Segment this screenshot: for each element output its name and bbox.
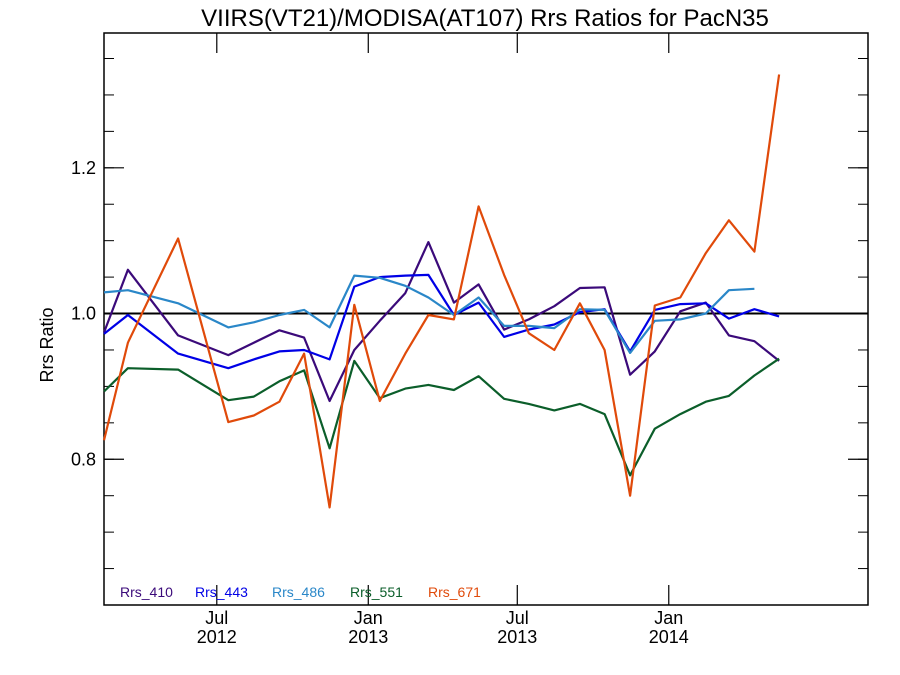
legend-item-rrs-671: Rrs_671	[428, 584, 481, 600]
legend-item-rrs-551: Rrs_551	[350, 584, 403, 600]
y-tick-label: 1.0	[71, 304, 96, 324]
x-tick-label-month: Jul	[205, 608, 228, 628]
x-tick-label-year: 2013	[348, 627, 388, 647]
chart-title: VIIRS(VT21)/MODISA(AT107) Rrs Ratios for…	[201, 5, 769, 32]
series-lines	[102, 74, 781, 509]
legend: Rrs_410 Rrs_443 Rrs_486 Rrs_551 Rrs_671	[120, 584, 481, 600]
x-tick-label-year: 2012	[197, 627, 237, 647]
legend-item-rrs-486: Rrs_486	[272, 584, 325, 600]
x-tick-label-month: Jul	[506, 608, 529, 628]
series-line-rrs-551	[103, 357, 780, 477]
series-line-rrs-671	[102, 74, 781, 509]
series-line-rrs-410	[102, 241, 780, 403]
x-tick-label-year: 2013	[497, 627, 537, 647]
y-tick-label: 0.8	[71, 449, 96, 469]
series-line-rrs-443	[103, 273, 780, 370]
plot-frame	[103, 32, 869, 606]
x-tick-label-month: Jan	[654, 608, 683, 628]
x-tick-label-month: Jan	[354, 608, 383, 628]
legend-item-rrs-443: Rrs_443	[195, 584, 248, 600]
y-tick-label: 1.2	[71, 158, 96, 178]
y-axis-label: Rrs Ratio	[37, 307, 57, 382]
x-tick-label-year: 2014	[649, 627, 689, 647]
legend-item-rrs-410: Rrs_410	[120, 584, 173, 600]
